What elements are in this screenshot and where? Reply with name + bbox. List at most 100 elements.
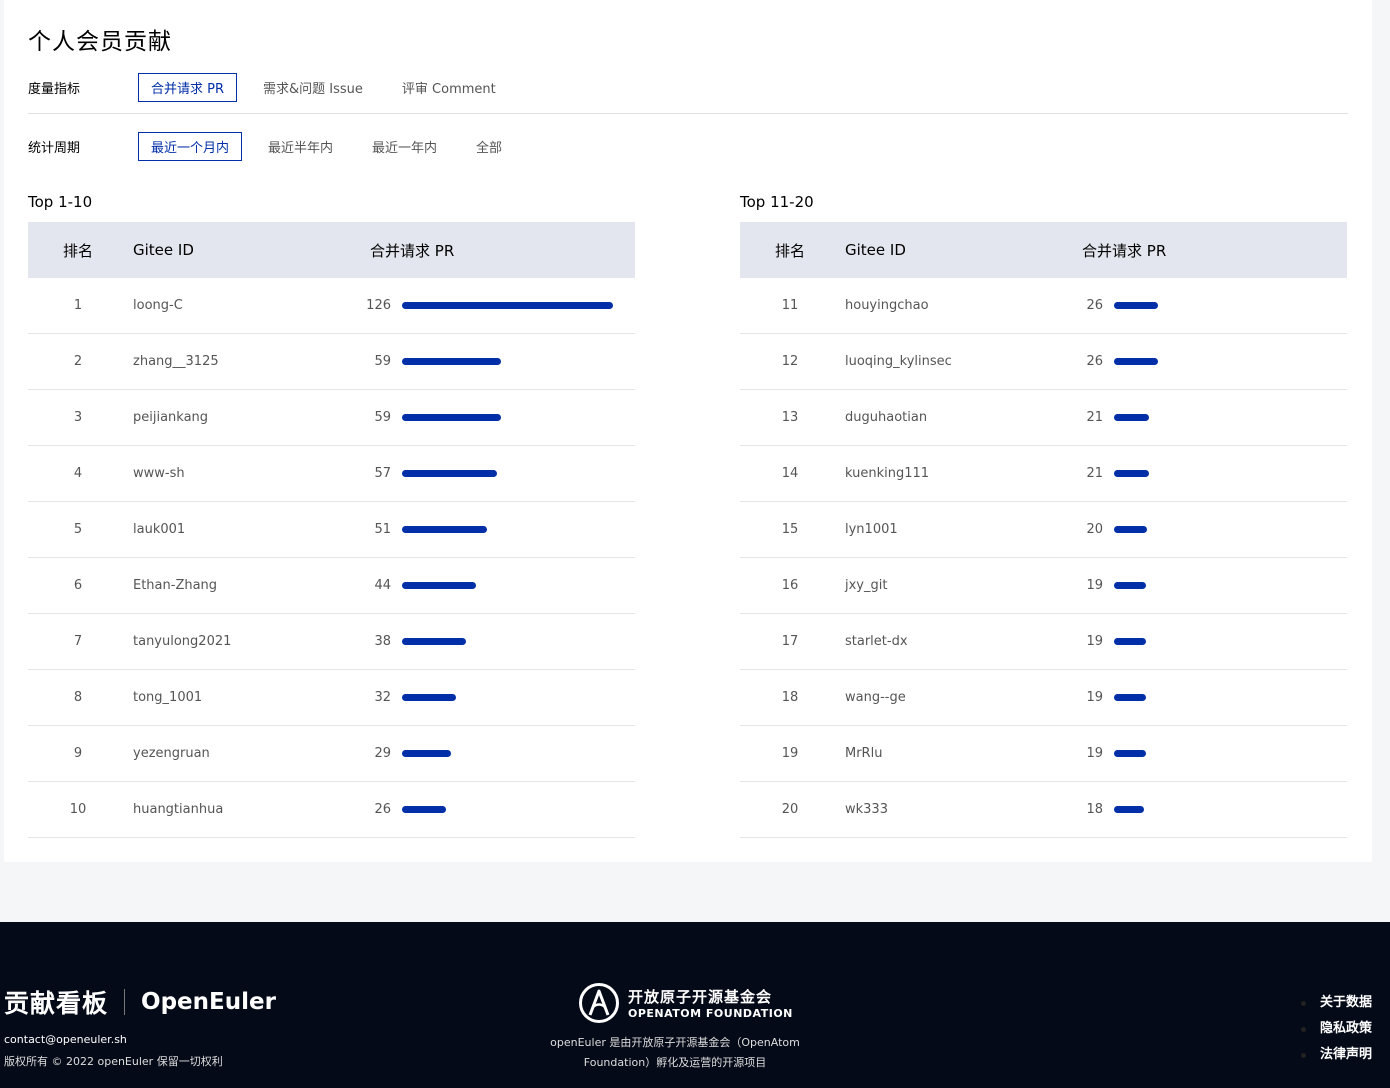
value-bar [402, 470, 498, 477]
filter-divider [28, 113, 1348, 114]
metric-option-pr[interactable]: 合并请求 PR [138, 72, 238, 102]
table-row: 6 Ethan-Zhang 44 [28, 558, 635, 614]
period-option-half-year[interactable]: 最近半年内 [268, 140, 334, 156]
rank-cell: 6 [73, 578, 83, 593]
value-cell: 19 [1086, 634, 1103, 649]
value-cell: 59 [374, 410, 391, 425]
value-cell: 19 [1086, 746, 1103, 761]
table-caption: Top 11-20 [740, 193, 814, 211]
copyright: 版权所有 © 2022 openEuler 保留一切权利 [4, 1055, 223, 1068]
header-rank: 排名 [62, 241, 93, 260]
table-row: 20 wk333 18 [740, 782, 1347, 838]
table-row: 17 starlet-dx 19 [740, 614, 1347, 670]
rank-cell: 11 [781, 298, 799, 313]
foundation-description: openEuler 是由开放原子开源基金会（OpenAtom Foundatio… [550, 1036, 800, 1069]
footer: 贡献看板 OpenEuler contact@openeuler.sh 版权所有… [0, 922, 1390, 1088]
value-cell: 44 [374, 578, 391, 593]
table-caption: Top 1-10 [28, 193, 93, 211]
bar-track [391, 750, 635, 757]
foundation-name-cn: 开放原子开源基金会 [628, 988, 773, 1006]
rank-cell: 1 [73, 298, 83, 313]
foundation-name-en: OPENATOM FOUNDATION [628, 1007, 793, 1020]
table-row: 14 kuenking111 21 [740, 446, 1347, 502]
rank-cell: 10 [69, 802, 87, 817]
gitee-id-cell[interactable]: wk333 [845, 802, 888, 817]
gitee-id-cell[interactable]: huangtianhua [133, 802, 224, 817]
table-row: 12 luoqing_kylinsec 26 [740, 334, 1347, 390]
table-row: 9 yezengruan 29 [28, 726, 635, 782]
openatom-logo: 开放原子开源基金会 OPENATOM FOUNDATION [578, 982, 793, 1024]
gitee-id-cell[interactable]: starlet-dx [845, 634, 908, 649]
gitee-id-cell[interactable]: tanyulong2021 [133, 634, 232, 649]
value-cell: 18 [1086, 802, 1103, 817]
ranking-table-top-11-20: Top 11-20 排名 Gitee ID 合并请求 PR 11 houyingc… [740, 186, 1347, 838]
gitee-id-cell[interactable]: zhang__3125 [133, 354, 219, 369]
period-option-month[interactable]: 最近一个月内 [138, 131, 243, 161]
footer-links: 关于数据 隐私政策 法律声明 [1301, 990, 1372, 1068]
gitee-id-cell[interactable]: jxy_git [845, 578, 888, 593]
brand-divider [124, 989, 126, 1015]
gitee-id-cell[interactable]: luoqing_kylinsec [845, 354, 952, 369]
value-cell: 59 [374, 354, 391, 369]
table-row: 16 jxy_git 19 [740, 558, 1347, 614]
gitee-id-cell[interactable]: kuenking111 [845, 466, 930, 481]
table-body: 1 loong-C 126 2 zhang__3125 59 3 peijiankang 59 4… [28, 278, 635, 838]
table-header: 排名 Gitee ID 合并请求 PR [740, 222, 1347, 278]
bar-track [391, 414, 635, 421]
gitee-id-cell[interactable]: duguhaotian [845, 410, 928, 425]
header-metric: 合并请求 PR [370, 241, 455, 260]
value-cell: 29 [374, 746, 391, 761]
gitee-id-cell[interactable]: MrRlu [845, 746, 883, 761]
contact-email[interactable]: contact@openeuler.sh [4, 1033, 127, 1046]
value-cell: 51 [374, 522, 391, 537]
rank-cell: 17 [781, 634, 799, 649]
value-cell: 19 [1086, 690, 1103, 705]
value-cell: 21 [1086, 466, 1103, 481]
gitee-id-cell[interactable]: wang--ge [845, 690, 906, 705]
rank-cell: 16 [781, 578, 799, 593]
value-cell: 26 [1086, 298, 1103, 313]
value-cell: 126 [366, 298, 391, 313]
value-bar [402, 358, 501, 365]
rank-cell: 19 [781, 746, 799, 761]
link-privacy-policy[interactable]: 隐私政策 [1301, 1016, 1372, 1042]
value-bar [1114, 694, 1146, 701]
rank-cell: 4 [73, 466, 83, 481]
openeuler-logo: OpenEuler [141, 989, 276, 1015]
value-bar [1114, 358, 1158, 365]
period-option-all[interactable]: 全部 [476, 140, 503, 156]
gitee-id-cell[interactable]: tong_1001 [133, 690, 203, 705]
link-legal-notice[interactable]: 法律声明 [1301, 1042, 1372, 1068]
table-row: 1 loong-C 126 [28, 278, 635, 334]
gitee-id-cell[interactable]: Ethan-Zhang [133, 578, 218, 593]
gitee-id-cell[interactable]: lyn1001 [845, 522, 898, 537]
value-bar [402, 302, 613, 309]
gitee-id-cell[interactable]: yezengruan [133, 746, 210, 761]
bar-track [391, 582, 635, 589]
page-title: 个人会员贡献 [28, 29, 172, 55]
openatom-icon [579, 983, 619, 1023]
table-row: 13 duguhaotian 21 [740, 390, 1347, 446]
bar-track [1103, 302, 1347, 309]
metric-option-issue[interactable]: 需求&问题 Issue [263, 81, 363, 97]
gitee-id-cell[interactable]: lauk001 [133, 522, 186, 537]
gitee-id-cell[interactable]: peijiankang [133, 410, 209, 425]
metric-filter-label: 度量指标 [28, 81, 81, 97]
value-bar [1114, 806, 1145, 813]
table-row: 5 lauk001 51 [28, 502, 635, 558]
rank-cell: 3 [73, 410, 83, 425]
value-cell: 19 [1086, 578, 1103, 593]
bar-track [391, 526, 635, 533]
rank-cell: 13 [781, 410, 799, 425]
metric-option-comment[interactable]: 评审 Comment [401, 81, 496, 97]
gitee-id-cell[interactable]: loong-C [133, 298, 183, 313]
bar-track [391, 638, 635, 645]
period-option-year[interactable]: 最近一年内 [372, 140, 438, 156]
value-cell: 26 [1086, 354, 1103, 369]
gitee-id-cell[interactable]: www-sh [133, 466, 185, 481]
table-row: 4 www-sh 57 [28, 446, 635, 502]
bar-track [391, 694, 635, 701]
gitee-id-cell[interactable]: houyingchao [845, 298, 929, 313]
period-filter-label: 统计周期 [28, 140, 81, 156]
link-about-data[interactable]: 关于数据 [1301, 990, 1372, 1016]
